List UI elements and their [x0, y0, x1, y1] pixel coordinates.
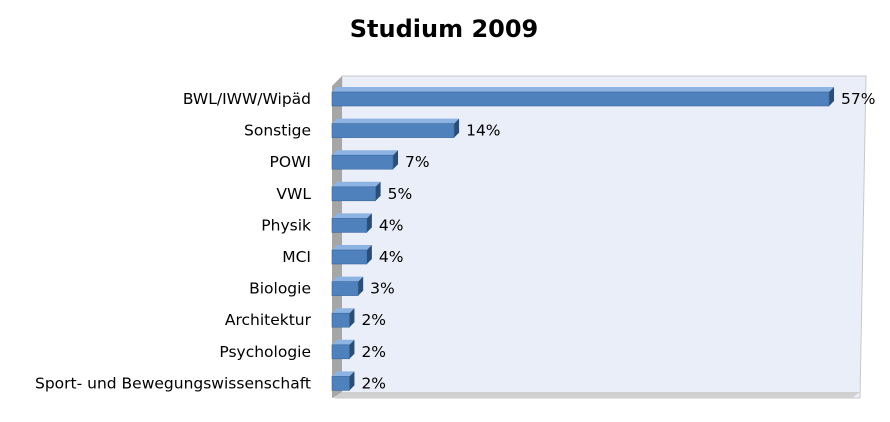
bar-side-face: [393, 150, 399, 170]
bar-side-face: [349, 339, 355, 359]
value-label: 5%: [388, 185, 413, 203]
value-label: 2%: [361, 374, 386, 392]
bar: [331, 181, 381, 202]
bar-top-face: [332, 339, 355, 345]
value-label: 3%: [370, 280, 395, 298]
bar-top-face: [332, 150, 399, 156]
value-label: 57%: [841, 90, 875, 108]
category-label: Psychologie: [219, 343, 311, 361]
bar: [331, 245, 372, 265]
bar-front-face: [331, 154, 394, 170]
bar-side-face: [349, 371, 355, 391]
bar-front-face: [331, 186, 376, 202]
bar: [331, 118, 460, 138]
bar: [331, 339, 355, 360]
bar-front-face: [331, 91, 830, 107]
category-label: POWI: [270, 153, 311, 171]
bars: [331, 87, 835, 391]
bar-front-face: [331, 123, 455, 138]
category-label: Sport- und Bewegungswissenschaft: [35, 374, 311, 392]
category-label: MCI: [282, 248, 311, 266]
bar-side-face: [829, 87, 835, 106]
bar-side-face: [358, 276, 364, 296]
category-label: Physik: [261, 216, 311, 234]
value-label: 7%: [405, 153, 430, 171]
plot-floor: [332, 392, 860, 398]
category-label: VWL: [276, 185, 311, 203]
value-label: 14%: [466, 122, 500, 140]
value-label: 4%: [379, 216, 404, 234]
category-labels: BWL/IWW/Wipäd Sonstige POWI VWL Physik MCI Bio…: [35, 90, 312, 392]
bar-top-face: [332, 371, 355, 377]
bar-front-face: [331, 376, 350, 391]
bar-top-face: [332, 308, 355, 314]
bar-top-face: [332, 118, 460, 124]
bar-front-face: [331, 312, 350, 328]
chart-title: Studium 2009: [350, 15, 539, 43]
category-label: BWL/IWW/Wipäd: [183, 90, 311, 108]
value-labels: 57% 14% 7% 5% 4% 4% 3% 2% 2% 2%: [361, 90, 875, 392]
category-label: Architektur: [225, 311, 312, 329]
bar: [331, 308, 355, 328]
bar-front-face: [331, 344, 350, 360]
bar-top-face: [332, 87, 835, 92]
bar: [331, 87, 835, 107]
bar-front-face: [331, 218, 368, 233]
bar-top-face: [332, 181, 381, 187]
bar: [331, 150, 399, 170]
bar-side-face: [349, 308, 355, 328]
bar-top-face: [332, 276, 364, 282]
bar-front-face: [331, 249, 368, 265]
bar-top-face: [332, 245, 372, 250]
bar-side-face: [454, 118, 460, 138]
bar: [331, 371, 355, 391]
bar-front-face: [331, 281, 359, 296]
category-label: Biologie: [249, 280, 311, 298]
value-label: 4%: [379, 248, 404, 266]
category-label: Sonstige: [244, 122, 311, 140]
bar-top-face: [332, 213, 372, 219]
bar-side-face: [375, 181, 381, 201]
bar-side-face: [366, 245, 372, 264]
value-label: 2%: [361, 311, 386, 329]
bar-side-face: [366, 213, 372, 233]
bar: [331, 213, 372, 233]
value-label: 2%: [361, 343, 386, 361]
bar: [331, 276, 364, 296]
